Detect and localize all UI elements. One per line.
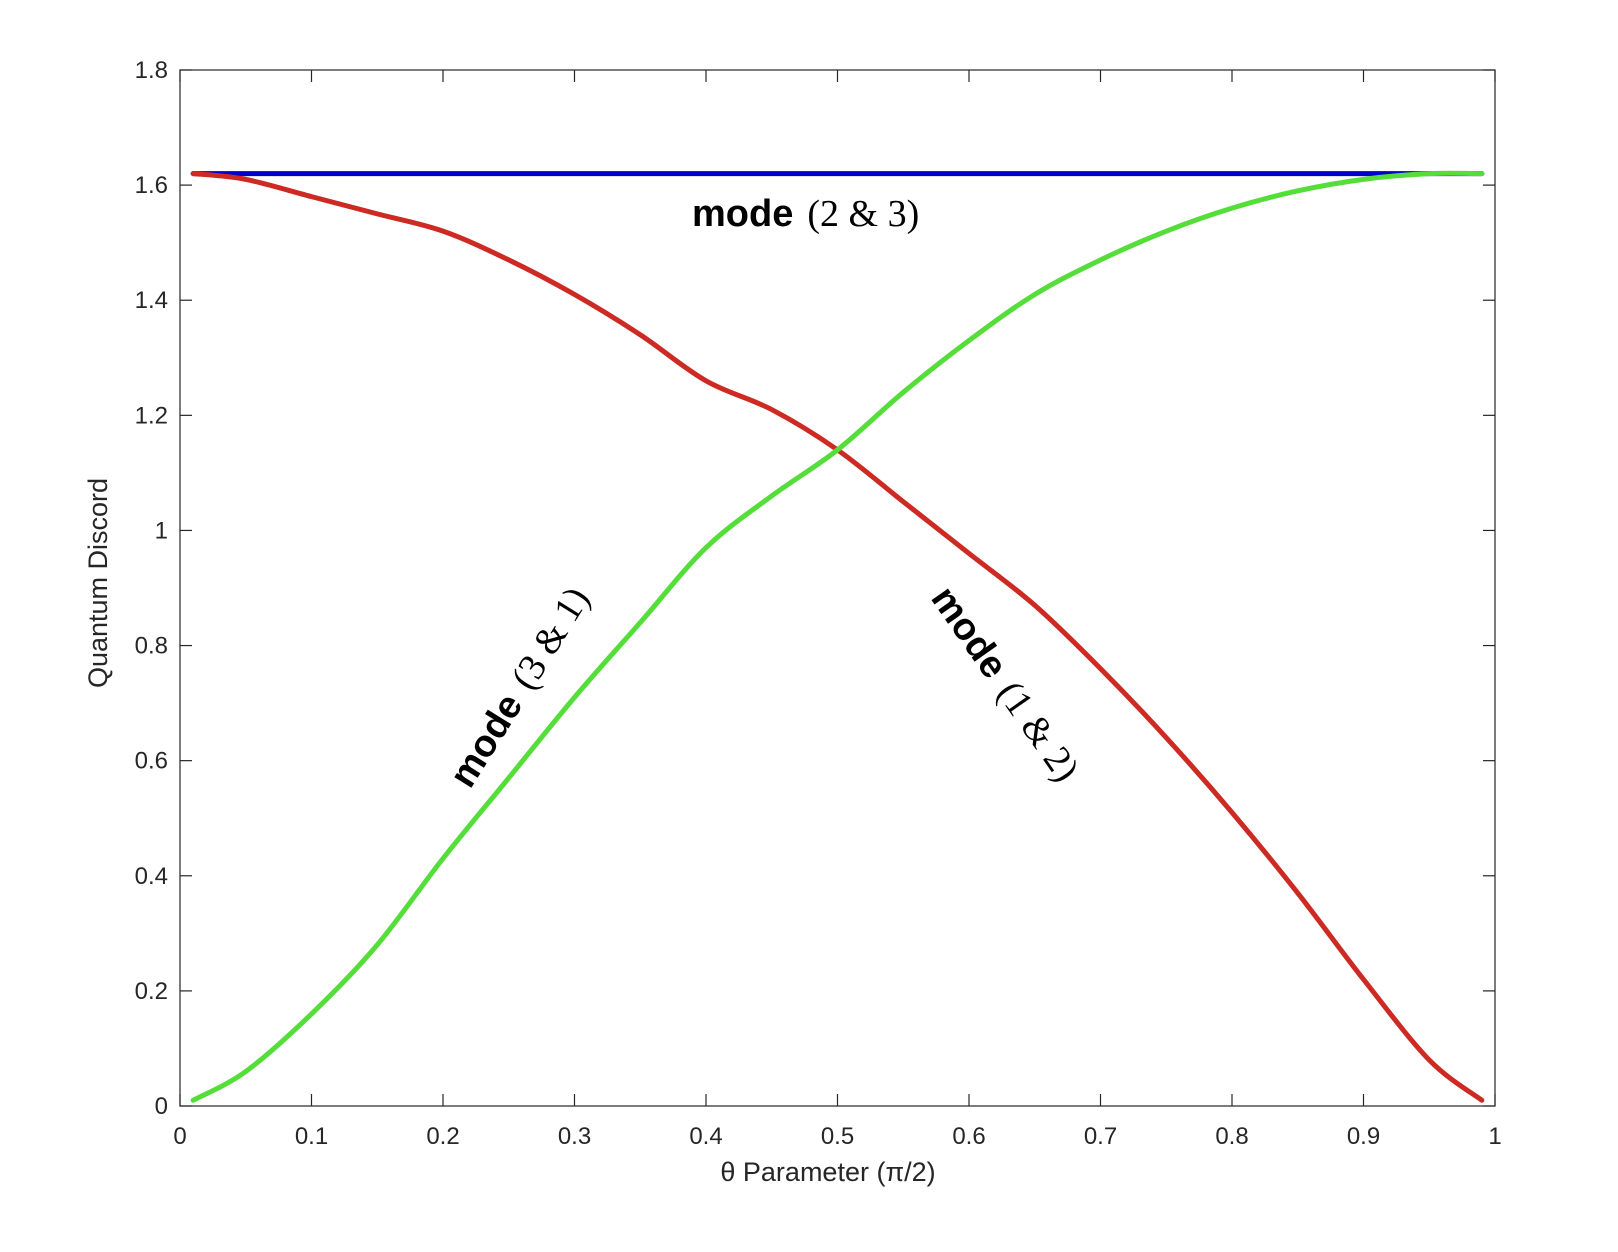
y-tick-label: 0 bbox=[155, 1093, 168, 1120]
y-tick-label: 0.4 bbox=[135, 863, 168, 890]
y-axis-label: Quantum Discord bbox=[83, 478, 113, 688]
x-tick-label: 0.8 bbox=[1215, 1123, 1248, 1150]
y-tick-label: 1.8 bbox=[135, 57, 168, 84]
annotation-mode-2-3: mode (2 & 3) bbox=[692, 193, 919, 235]
y-tick-label: 1.6 bbox=[135, 172, 168, 199]
y-tick-labels: 0 0.2 0.4 0.6 0.8 1 1.2 1.4 1.6 1.8 bbox=[135, 57, 168, 1120]
x-axis-label: θ Parameter (π/2) bbox=[720, 1157, 935, 1187]
x-tick-labels: 0 0.1 0.2 0.3 0.4 0.5 0.6 0.7 0.8 0.9 1 bbox=[173, 1123, 1501, 1150]
x-tick-label: 0.2 bbox=[426, 1123, 459, 1150]
annotation-mode-2-3-bold: mode bbox=[692, 193, 793, 235]
x-tick-label: 0.1 bbox=[295, 1123, 328, 1150]
series-line-green bbox=[190, 170, 1485, 1103]
y-tick-label: 0.2 bbox=[135, 978, 168, 1005]
y-tick-label: 0.8 bbox=[135, 633, 168, 660]
y-tick-label: 1.4 bbox=[135, 287, 168, 314]
x-tick-label: 0.6 bbox=[952, 1123, 985, 1150]
y-tick-label: 1 bbox=[155, 517, 168, 544]
x-tick-label: 0.5 bbox=[821, 1123, 854, 1150]
x-tick-label: 0.9 bbox=[1347, 1123, 1380, 1150]
plot-frame bbox=[179, 69, 1496, 1107]
series-group bbox=[190, 170, 1485, 1103]
x-tick-label: 0.4 bbox=[689, 1123, 722, 1150]
y-tick-label: 1.2 bbox=[135, 402, 168, 429]
y-tick-label: 0.6 bbox=[135, 748, 168, 775]
x-tick-label: 0 bbox=[173, 1123, 186, 1150]
series-line-red bbox=[190, 171, 1485, 1103]
x-tick-label: 0.7 bbox=[1084, 1123, 1117, 1150]
x-tick-label: 0.3 bbox=[558, 1123, 591, 1150]
x-tick-label: 1 bbox=[1488, 1123, 1501, 1150]
annotation-mode-2-3-rest: (2 & 3) bbox=[807, 193, 919, 235]
